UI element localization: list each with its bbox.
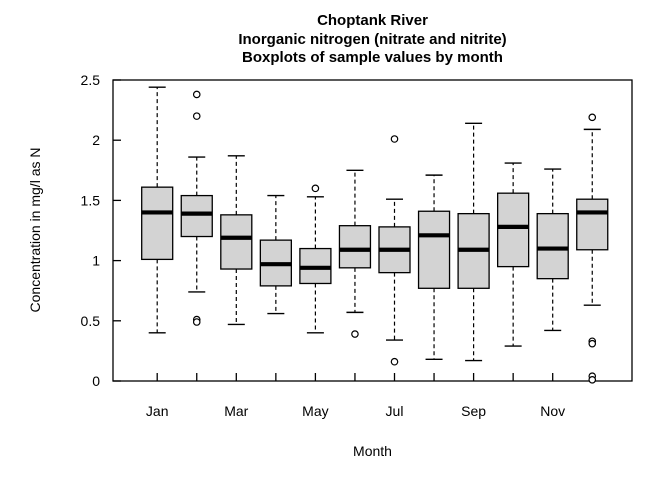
x-tick-label: Nov <box>540 403 565 419</box>
outlier-point <box>192 112 201 120</box>
iqr-box <box>220 214 253 270</box>
iqr-box <box>338 225 372 269</box>
boxplot-nov <box>536 168 569 332</box>
x-tick-label: Mar <box>224 403 248 419</box>
iqr-box <box>417 210 451 289</box>
outlier-point <box>192 318 201 326</box>
x-tick-label: Sep <box>461 403 486 419</box>
y-tick-label: 1.5 <box>81 192 101 208</box>
iqr-box <box>576 198 609 251</box>
outlier-point <box>588 375 597 384</box>
outlier-point <box>588 339 597 348</box>
x-tick-label: Jan <box>146 403 169 419</box>
chart-subtitle-1: Inorganic nitrogen (nitrate and nitrite) <box>238 30 507 48</box>
boxplot-mar <box>220 155 253 326</box>
boxplot-aug <box>417 174 451 361</box>
x-tick-label: May <box>302 403 328 419</box>
y-tick-label: 2 <box>92 132 100 148</box>
x-axis-label: Month <box>353 443 392 459</box>
x-tick-label: Jul <box>386 403 404 419</box>
y-tick-label: 0.5 <box>81 313 101 329</box>
outlier-point <box>588 113 597 122</box>
boxplot-jan <box>141 86 174 334</box>
outlier-point <box>311 184 320 193</box>
iqr-box <box>536 212 569 280</box>
y-tick-label: 0 <box>92 373 100 389</box>
y-tick-label: 1 <box>92 253 100 269</box>
iqr-box <box>141 186 174 261</box>
outlier-point <box>390 135 399 143</box>
y-tick-label: 2.5 <box>81 72 101 88</box>
boxplot-may <box>299 184 332 334</box>
boxplot-dec <box>576 113 609 384</box>
chart-title: Choptank River <box>317 12 428 29</box>
boxplot-sep <box>457 122 490 362</box>
boxplot-oct <box>496 162 530 347</box>
iqr-box <box>496 192 530 268</box>
boxplot-feb <box>180 90 213 326</box>
chart-title-block: Choptank River Inorganic nitrogen (nitra… <box>113 12 632 68</box>
boxplot-apr <box>259 194 293 315</box>
boxplot-jun <box>338 169 372 338</box>
plot-border <box>112 79 633 382</box>
boxplot-jul <box>378 135 411 366</box>
outlier-point <box>390 357 399 366</box>
iqr-box <box>180 194 213 238</box>
outlier-point <box>192 90 201 99</box>
outlier-point <box>351 330 359 338</box>
chart-subtitle-2: Boxplots of sample values by month <box>242 49 503 66</box>
